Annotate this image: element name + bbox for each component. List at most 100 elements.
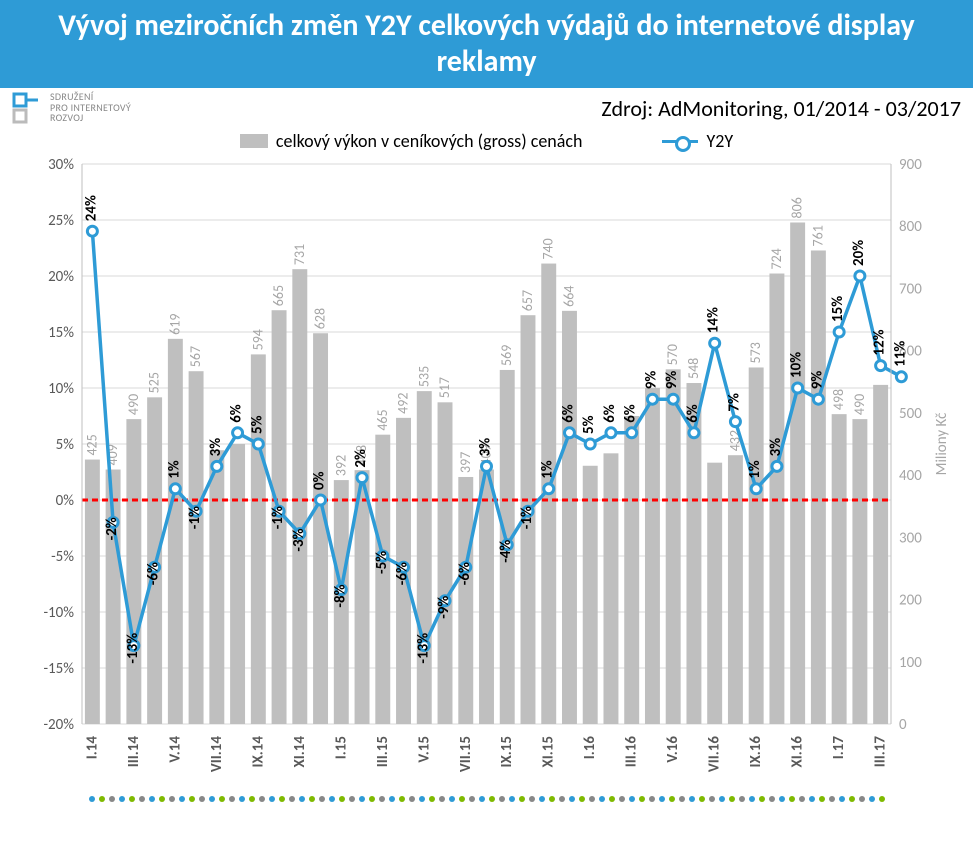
svg-text:VII.15: VII.15 [457,736,475,772]
svg-text:3%: 3% [767,438,785,457]
svg-text:15%: 15% [829,296,847,322]
svg-text:9%: 9% [642,371,660,390]
svg-text:I.15: I.15 [332,736,350,759]
svg-text:6%: 6% [559,404,577,423]
svg-text:657: 657 [519,290,536,311]
svg-text:1%: 1% [539,460,557,479]
legend-bars: celkový výkon v ceníkových (gross) cenác… [240,130,583,152]
svg-text:IX.16: IX.16 [747,736,765,768]
svg-text:-15%: -15% [43,660,74,678]
logo-text: SDRUŽENÍ PRO INTERNETOVÝ ROZVOJ [50,92,131,124]
svg-text:700: 700 [899,280,922,298]
legend: celkový výkon v ceníkových (gross) cenác… [0,124,973,154]
svg-text:XI.16: XI.16 [789,736,807,768]
svg-text:548: 548 [685,358,702,379]
legend-bars-label: celkový výkon v ceníkových (gross) cenác… [276,130,583,152]
svg-text:-8%: -8% [331,584,349,607]
svg-text:664: 664 [560,286,577,307]
svg-text:5%: 5% [56,436,75,454]
svg-text:400: 400 [899,467,922,485]
svg-text:731: 731 [291,244,308,265]
svg-text:5%: 5% [248,415,266,434]
svg-text:V.16: V.16 [664,736,682,763]
svg-text:20%: 20% [850,240,868,266]
svg-text:Miliony Kč: Miliony Kč [933,412,951,475]
svg-text:9%: 9% [808,371,826,390]
svg-text:492: 492 [395,393,412,414]
svg-text:V.15: V.15 [415,736,433,763]
chart-title: Vývoj meziročních změn Y2Y celkových výd… [20,8,953,80]
svg-text:724: 724 [768,248,785,269]
svg-text:6%: 6% [228,404,246,423]
svg-text:III.14: III.14 [125,736,143,768]
svg-text:0%: 0% [311,471,329,490]
svg-text:11%: 11% [891,341,909,367]
svg-text:9%: 9% [663,371,681,390]
svg-text:7%: 7% [725,393,743,412]
svg-text:490: 490 [851,394,868,415]
svg-text:628: 628 [312,308,329,329]
logo-icon [12,92,44,124]
svg-text:30%: 30% [48,156,74,174]
svg-text:500: 500 [899,405,922,423]
legend-line-swatch [662,133,698,149]
svg-text:665: 665 [270,285,287,306]
svg-text:900: 900 [899,156,922,174]
svg-text:-3%: -3% [290,528,308,551]
svg-text:806: 806 [789,197,806,218]
svg-text:12%: 12% [871,329,889,355]
svg-text:517: 517 [436,377,453,398]
legend-line-label: Y2Y [706,130,733,152]
svg-text:XI.15: XI.15 [540,736,558,767]
svg-text:569: 569 [498,345,515,366]
svg-text:3%: 3% [207,438,225,457]
svg-text:6%: 6% [622,404,640,423]
svg-text:800: 800 [899,218,922,236]
svg-text:VII.14: VII.14 [208,736,226,772]
svg-text:1%: 1% [165,460,183,479]
svg-text:1%: 1% [746,460,764,479]
spir-logo: SDRUŽENÍ PRO INTERNETOVÝ ROZVOJ [12,92,131,124]
svg-text:570: 570 [664,344,681,365]
svg-text:392: 392 [332,455,349,476]
legend-line: Y2Y [662,130,733,152]
svg-text:200: 200 [899,592,922,610]
svg-text:594: 594 [249,329,266,350]
svg-text:I.17: I.17 [830,736,848,760]
svg-text:3%: 3% [477,438,495,457]
svg-text:-5%: -5% [373,551,391,574]
svg-text:IX.14: IX.14 [249,736,267,768]
svg-text:III.16: III.16 [623,736,641,768]
svg-text:III.17: III.17 [872,736,890,768]
svg-text:-10%: -10% [43,604,74,622]
svg-text:-1%: -1% [186,506,204,529]
svg-text:-20%: -20% [43,716,74,734]
svg-text:-6%: -6% [456,562,474,585]
svg-text:-4%: -4% [497,540,515,563]
svg-text:I.16: I.16 [581,736,599,760]
svg-text:5%: 5% [580,415,598,434]
svg-text:24%: 24% [82,195,100,221]
svg-text:-5%: -5% [51,548,74,566]
legend-bar-swatch [240,134,268,148]
chart-title-bar: Vývoj meziročních změn Y2Y celkových výd… [0,0,973,88]
chart-area: -20%-15%-10%-5%0%5%10%15%20%25%30%010020… [12,154,961,794]
svg-text:I.14: I.14 [83,736,101,760]
svg-text:465: 465 [374,409,391,430]
source-label: Zdroj: AdMonitoring, 01/2014 - 03/2017 [601,95,961,122]
svg-text:-6%: -6% [145,562,163,585]
svg-text:10%: 10% [48,380,74,398]
svg-text:0: 0 [899,716,907,734]
svg-text:397: 397 [457,452,474,473]
svg-text:25%: 25% [48,212,74,230]
combo-chart-svg: -20%-15%-10%-5%0%5%10%15%20%25%30%010020… [12,154,961,794]
svg-text:14%: 14% [705,307,723,333]
svg-text:10%: 10% [788,352,806,378]
svg-text:619: 619 [166,314,183,335]
svg-text:IX.15: IX.15 [498,736,516,767]
svg-text:567: 567 [187,346,204,367]
svg-text:20%: 20% [48,268,74,286]
svg-text:525: 525 [146,372,163,393]
svg-text:535: 535 [415,366,432,387]
svg-text:-6%: -6% [394,562,412,585]
